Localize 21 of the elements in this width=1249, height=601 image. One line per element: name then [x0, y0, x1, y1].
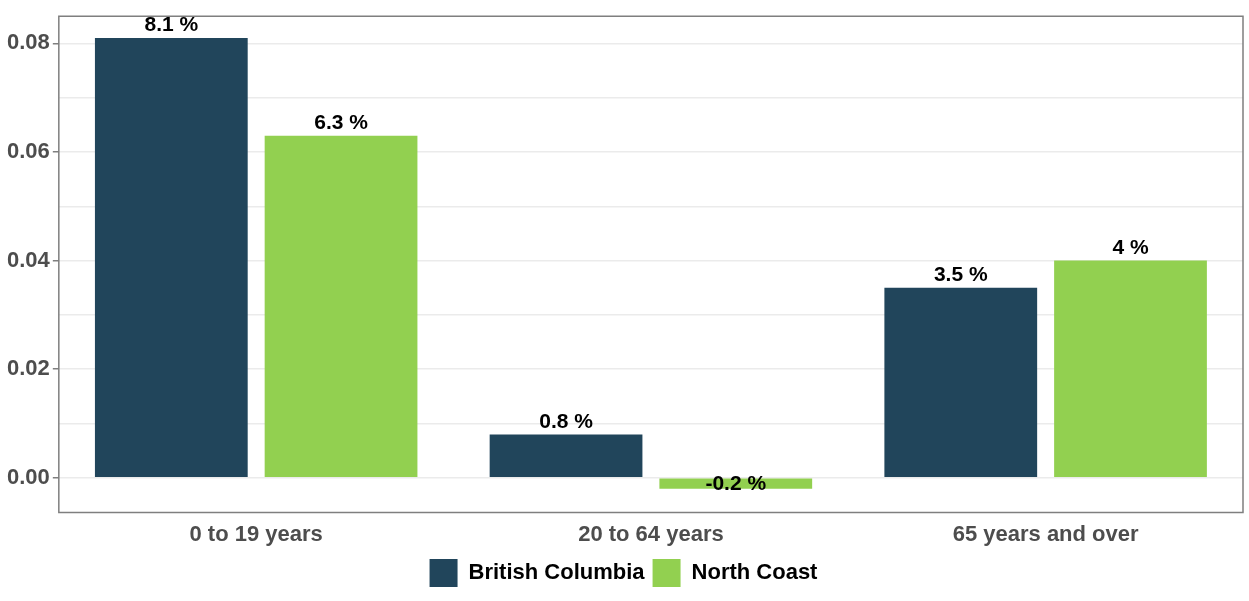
data-label: 6.3 %	[314, 109, 369, 133]
bar	[264, 135, 418, 478]
data-label: 4 %	[1112, 234, 1149, 258]
x-tick-label: 65 years and over	[952, 520, 1140, 546]
data-label: 3.5 %	[933, 262, 988, 286]
bar	[884, 287, 1038, 478]
bar	[94, 37, 248, 478]
y-tick-label: 0.00	[6, 463, 50, 489]
data-label: 0.8 %	[539, 408, 594, 432]
bar	[489, 434, 643, 478]
data-label: 8.1 %	[144, 12, 199, 36]
legend-label: North Coast	[691, 559, 819, 585]
y-tick-label: 0.02	[6, 355, 50, 381]
bar	[1054, 260, 1207, 478]
x-tick-label: 20 to 64 years	[578, 520, 724, 546]
data-label: -0.2 %	[705, 470, 767, 494]
y-tick-label: 0.08	[6, 29, 50, 55]
legend-label: British Columbia	[468, 559, 646, 585]
y-tick-label: 0.04	[6, 246, 51, 272]
x-tick-label: 0 to 19 years	[189, 520, 323, 546]
y-tick-label: 0.06	[6, 138, 50, 164]
